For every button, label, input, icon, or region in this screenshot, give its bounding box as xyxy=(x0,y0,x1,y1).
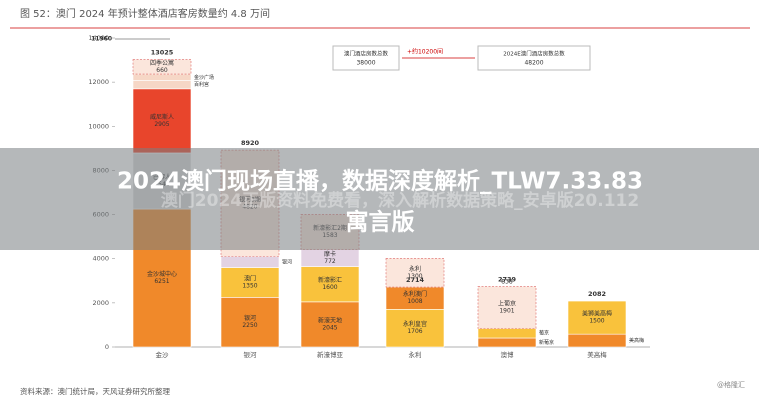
legend-label: 2024E澳门酒店房数总数 xyxy=(503,50,565,58)
segment-value: 6251 xyxy=(154,278,169,285)
y-tick-label: 10000 xyxy=(88,122,109,130)
x-tick-label: 永利 xyxy=(409,350,422,359)
x-tick-label: 澳博 xyxy=(501,350,515,359)
total-label: 8920 xyxy=(241,139,260,147)
x-tick-label: 美高梅 xyxy=(587,350,607,359)
bar-segment xyxy=(567,333,627,348)
bar-segment xyxy=(477,286,537,329)
segment-label: 新濠影汇 xyxy=(318,276,342,284)
legend-box xyxy=(332,45,400,71)
bar-segment xyxy=(385,258,445,288)
segment-label: 永利皇宫 xyxy=(403,320,427,328)
segment-value: 1350 xyxy=(242,282,257,289)
segment-value: 1600 xyxy=(322,284,337,291)
segment-value: 1300 xyxy=(407,273,422,280)
segment-value: 1706 xyxy=(407,328,422,335)
segment-label: 永利 xyxy=(409,265,421,273)
legend-value: 48200 xyxy=(524,60,543,67)
bar-segment xyxy=(477,328,537,339)
bar-segment xyxy=(567,300,627,335)
segment-label: 新葡京 xyxy=(539,339,554,346)
bar-segment xyxy=(132,73,192,81)
y-tick-label: 0 xyxy=(105,343,109,351)
chart-title: 图 52：澳门 2024 年预计整体酒店客房数量约 4.8 万间 xyxy=(20,7,270,20)
total-label: 2739 xyxy=(498,276,517,284)
bar-segment xyxy=(220,267,280,298)
segment-value: 1008 xyxy=(407,298,422,305)
legend: 澳门酒店房数总数 38000 +约10200间 2024E澳门酒店房数总数 48… xyxy=(332,45,591,71)
segment-value: 1500 xyxy=(589,318,604,325)
x-tick-label: 银河 xyxy=(244,350,258,359)
segment-label: 永利澳门 xyxy=(403,290,427,298)
total-label: 13025 xyxy=(151,49,174,57)
overlay-headline: 2024澳门现场直播，数据深度解析_TLW7.33.83 xyxy=(117,168,643,195)
legend-delta: +约10200间 xyxy=(407,48,443,56)
total-label: 2082 xyxy=(588,290,606,298)
bar-segment xyxy=(477,337,537,348)
bar-segment xyxy=(300,301,360,348)
segment-label: 金沙广场 xyxy=(194,74,214,81)
bar-segment xyxy=(132,80,192,90)
segment-value: 2045 xyxy=(322,324,337,331)
segment-value: 772 xyxy=(324,258,336,265)
bar-segment xyxy=(220,256,280,268)
segment-value: 1901 xyxy=(499,308,514,315)
y-tick-label: 14000 xyxy=(88,34,109,42)
segment-label: 银河 xyxy=(244,314,256,322)
segment-label: 金沙城中心 xyxy=(147,270,177,278)
y-tick-label: 12000 xyxy=(88,78,109,86)
segment-label: 新濠天地 xyxy=(318,316,342,324)
bar-segment xyxy=(300,266,360,303)
segment-label: 美狮美高梅 xyxy=(582,310,612,318)
segment-label: 百利宫 xyxy=(194,81,209,88)
y-tick-label: 2000 xyxy=(92,299,109,307)
total-label: 2714 xyxy=(406,276,425,284)
watermark: @格隆汇 xyxy=(717,380,745,389)
overlay-faded: 澳门2024正版资料免费看，深入解析数据策略_安卓版20.112 xyxy=(161,190,639,211)
segment-label: 四季公寓 xyxy=(150,59,174,67)
annotation: 838 xyxy=(501,279,513,286)
segment-value: 2250 xyxy=(242,322,257,329)
segment-label: 摩卡 xyxy=(324,250,336,258)
y-tick-label: 4000 xyxy=(92,255,109,263)
x-tick-label: 新濠博亚 xyxy=(317,350,344,359)
annotation: 11960 xyxy=(91,36,112,43)
bar-segment xyxy=(132,59,192,75)
overlay-banner xyxy=(0,148,759,250)
x-tick-label: 金沙 xyxy=(156,350,170,359)
segment-value: 660 xyxy=(156,67,168,74)
segment-label: 威尼斯人 xyxy=(150,113,174,121)
legend-value: 38000 xyxy=(356,60,375,67)
legend-box xyxy=(477,45,591,71)
segment-label: 葡京 xyxy=(539,330,549,337)
segment-value: 2905 xyxy=(154,121,169,128)
source: 资料来源：澳门统计局，天风证券研究所整理 xyxy=(20,386,170,396)
bar-segment xyxy=(220,297,280,348)
bar-segment xyxy=(385,309,445,348)
segment-label: 上葡京 xyxy=(498,300,516,308)
segment-label: 美高梅 xyxy=(629,337,644,344)
segment-label: 银河 xyxy=(282,259,292,266)
overlay-headline: 寓言版 xyxy=(346,209,415,236)
legend-label: 澳门酒店房数总数 xyxy=(344,50,389,58)
segment-label: 澳门 xyxy=(244,274,256,282)
